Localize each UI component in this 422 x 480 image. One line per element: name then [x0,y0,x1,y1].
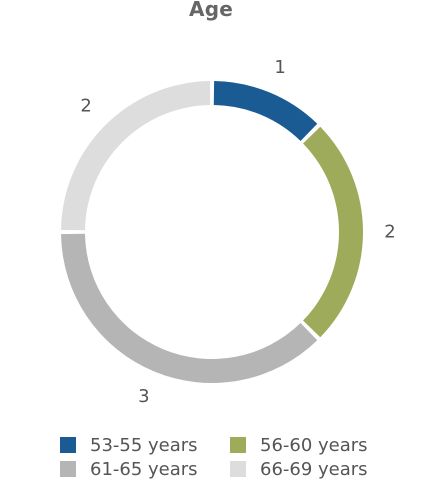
donut-chart: 1 2 3 2 [61,57,396,407]
legend-item-56-60: 56-60 years [230,434,368,456]
donut-slice-61-65 [61,233,318,383]
data-label-56-60: 2 [384,222,395,243]
legend-item-53-55: 53-55 years [60,434,198,456]
legend-item-61-65: 61-65 years [60,458,198,480]
chart-title: Age [189,0,233,21]
legend-swatch-61-65 [60,461,76,477]
data-label-61-65: 3 [138,386,149,407]
legend-label-53-55: 53-55 years [90,434,198,456]
data-label-53-55: 1 [274,57,285,78]
legend-item-66-69: 66-69 years [230,458,368,480]
donut-slice-56-60 [303,126,363,338]
legend-swatch-66-69 [230,461,246,477]
legend-label-66-69: 66-69 years [260,458,368,480]
legend-swatch-53-55 [60,437,76,453]
donut-slice-53-55 [213,81,318,141]
legend-swatch-56-60 [230,437,246,453]
legend-label-61-65: 61-65 years [90,458,198,480]
legend-label-56-60: 56-60 years [260,434,368,456]
data-label-66-69: 2 [80,96,91,117]
donut-slice-66-69 [61,81,211,231]
